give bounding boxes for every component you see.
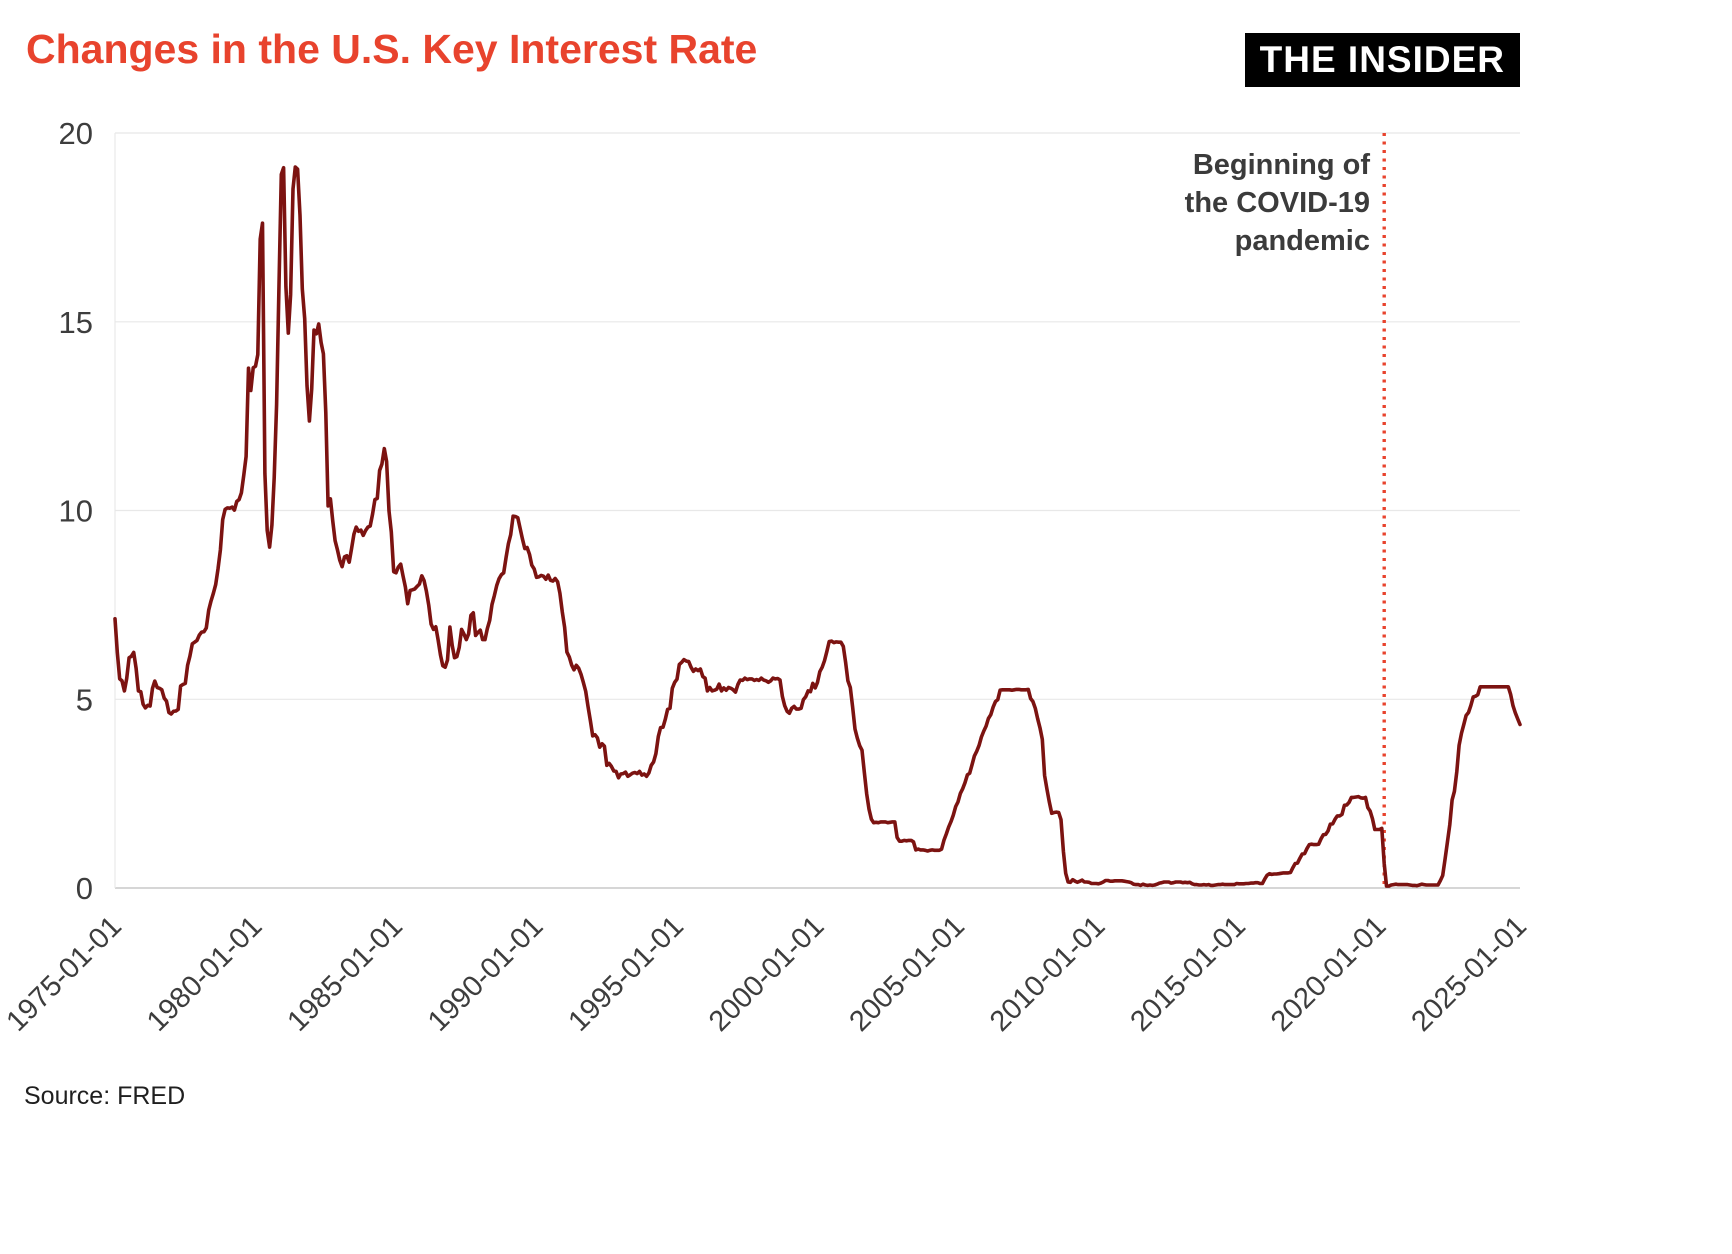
covid-annotation-line-2: the COVID-19 <box>1184 187 1370 219</box>
svg-text:5: 5 <box>76 682 93 717</box>
svg-text:1975-01-01: 1975-01-01 <box>0 910 128 1038</box>
svg-text:1985-01-01: 1985-01-01 <box>281 910 409 1038</box>
svg-text:10: 10 <box>59 494 93 529</box>
x-axis-tick-labels: 1975-01-01 1980-01-01 1985-01-01 1990-01-01… <box>0 910 1533 1038</box>
page-title: Changes in the U.S. Key Interest Rate <box>26 26 758 72</box>
svg-text:20: 20 <box>59 116 93 151</box>
svg-text:0: 0 <box>76 871 93 906</box>
svg-text:2020-01-01: 2020-01-01 <box>1265 910 1393 1038</box>
svg-text:2000-01-01: 2000-01-01 <box>703 910 831 1038</box>
source-note: Source: FRED <box>24 1082 186 1110</box>
covid-annotation: Beginning of the COVID-19 pandemic <box>1185 146 1370 260</box>
svg-text:1995-01-01: 1995-01-01 <box>562 910 690 1038</box>
svg-text:2025-01-01: 2025-01-01 <box>1405 910 1533 1038</box>
covid-annotation-line-1: Beginning of <box>1192 149 1370 181</box>
svg-text:2005-01-01: 2005-01-01 <box>843 910 971 1038</box>
covid-annotation-line-3: pandemic <box>1234 225 1370 257</box>
svg-text:1980-01-01: 1980-01-01 <box>141 910 269 1038</box>
y-axis-tick-labels: 0 5 10 15 20 <box>59 116 93 906</box>
svg-text:2015-01-01: 2015-01-01 <box>1124 910 1252 1038</box>
svg-text:15: 15 <box>59 305 93 340</box>
svg-text:1990-01-01: 1990-01-01 <box>422 910 550 1038</box>
brand-logo: THE INSIDER <box>1244 33 1520 87</box>
svg-text:2010-01-01: 2010-01-01 <box>984 910 1112 1038</box>
gridlines <box>114 132 1520 889</box>
interest-rate-series-line <box>113 165 1522 888</box>
